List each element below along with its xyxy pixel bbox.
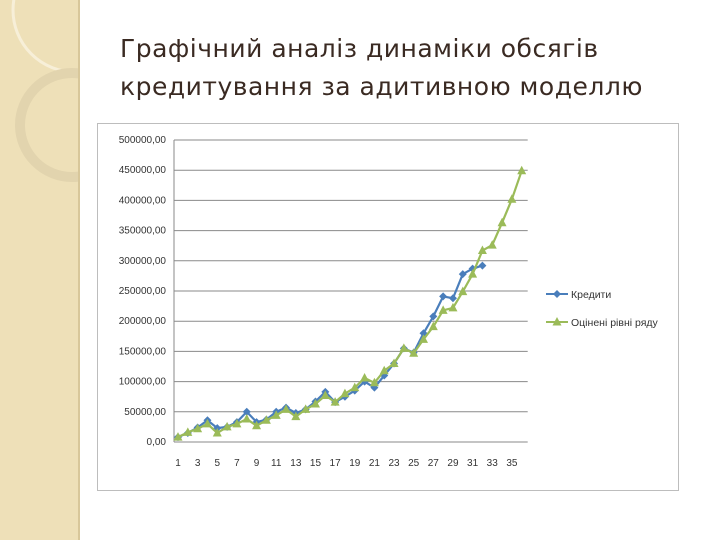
data-point-triangle	[232, 418, 242, 428]
data-point-triangle	[320, 390, 330, 399]
x-tick-label: 29	[447, 458, 459, 469]
data-point-triangle	[193, 423, 203, 433]
legend-entry: Оцінені рівні ряду	[571, 317, 659, 329]
x-tick-label: 15	[310, 458, 322, 469]
data-point-triangle	[399, 343, 409, 352]
data-point-triangle	[350, 382, 360, 392]
data-point-triangle	[291, 411, 301, 421]
legend-marker-triangle	[552, 317, 562, 326]
data-point-triangle	[448, 302, 458, 312]
data-point-triangle	[360, 372, 370, 382]
x-tick-label: 19	[349, 458, 361, 469]
data-point-triangle	[212, 427, 222, 437]
y-tick-label: 50000,00	[124, 407, 166, 418]
data-point-diamond	[429, 312, 438, 321]
data-point-triangle	[301, 404, 311, 413]
data-point-diamond	[439, 292, 448, 301]
x-tick-label: 11	[271, 458, 282, 469]
x-tick-label: 27	[428, 458, 440, 469]
data-point-triangle	[409, 348, 419, 357]
y-tick-label: 150000,00	[119, 346, 167, 357]
x-tick-label: 1	[175, 458, 181, 469]
slide-title: Графічний аналіз динаміки обсягів кредит…	[120, 30, 700, 106]
y-tick-label: 450000,00	[119, 165, 167, 176]
data-point-triangle	[468, 269, 478, 278]
data-point-triangle	[379, 365, 389, 375]
x-tick-label: 21	[369, 458, 381, 469]
data-point-triangle	[202, 418, 212, 428]
data-point-triangle	[310, 398, 320, 408]
data-point-triangle	[261, 415, 271, 424]
x-tick-label: 7	[234, 458, 240, 469]
y-tick-label: 200000,00	[119, 316, 167, 327]
data-point-diamond	[458, 270, 467, 279]
y-tick-label: 500000,00	[119, 135, 167, 146]
data-point-triangle	[271, 410, 281, 419]
title-line-1: Графічний аналіз динаміки обсягів	[120, 34, 599, 63]
x-tick-label: 31	[467, 458, 479, 469]
y-tick-label: 350000,00	[119, 226, 167, 237]
data-point-triangle	[369, 377, 379, 387]
y-tick-label: 0,00	[147, 437, 167, 448]
y-tick-label: 400000,00	[119, 195, 167, 206]
data-point-triangle	[330, 397, 340, 406]
data-point-triangle	[242, 414, 252, 423]
data-point-triangle	[222, 421, 232, 431]
data-point-triangle	[438, 305, 448, 314]
data-point-triangle	[252, 420, 262, 430]
data-point-triangle	[458, 286, 468, 296]
y-tick-label: 100000,00	[119, 377, 167, 388]
x-tick-label: 33	[487, 458, 499, 469]
x-tick-label: 35	[506, 458, 518, 469]
x-tick-label: 9	[254, 458, 260, 469]
legend-marker-diamond	[553, 290, 561, 298]
data-point-triangle	[183, 427, 193, 436]
legend-entry: Кредити	[571, 289, 611, 301]
data-point-triangle	[389, 358, 399, 367]
x-tick-label: 5	[214, 458, 220, 469]
y-tick-label: 250000,00	[119, 286, 167, 297]
data-point-triangle	[281, 404, 291, 413]
data-point-triangle	[477, 245, 487, 255]
line-chart: 0,00 50000,00 100000,00 150000,00 200000,00 2…	[97, 123, 679, 491]
data-point-triangle	[419, 334, 428, 343]
data-point-triangle	[173, 432, 183, 441]
x-tick-label: 17	[330, 458, 342, 469]
decorative-side-strip	[0, 0, 80, 540]
x-tick-label: 23	[388, 458, 400, 469]
data-point-triangle	[507, 194, 517, 203]
x-tick-label: 13	[290, 458, 302, 469]
data-point-triangle	[487, 240, 497, 249]
chart-svg: 0,00 50000,00 100000,00 150000,00 200000,00 2…	[119, 135, 659, 469]
data-point-diamond	[242, 407, 251, 416]
data-point-diamond	[448, 294, 457, 303]
decorative-circles	[11, 0, 78, 182]
x-tick-label: 3	[195, 458, 201, 469]
y-tick-label: 300000,00	[119, 256, 167, 267]
x-tick-label: 25	[408, 458, 420, 469]
data-point-triangle	[340, 388, 350, 398]
title-line-2: кредитування за адитивною моделлю	[120, 72, 643, 101]
data-point-diamond	[478, 261, 487, 270]
data-point-triangle	[428, 321, 438, 331]
data-point-triangle	[517, 165, 527, 175]
data-point-triangle	[497, 217, 507, 227]
series-line	[177, 170, 523, 439]
